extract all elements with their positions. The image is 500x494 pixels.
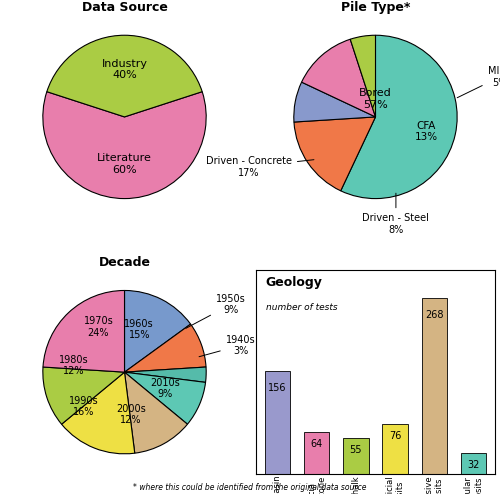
Bar <box>460 453 486 474</box>
Bar <box>304 432 330 474</box>
Wedge shape <box>43 290 124 372</box>
Title: Decade: Decade <box>98 256 150 269</box>
Text: 268: 268 <box>425 310 444 320</box>
Text: 32: 32 <box>468 460 479 470</box>
Text: Driven - Concrete
17%: Driven - Concrete 17% <box>206 156 314 178</box>
Text: 1990s
16%: 1990s 16% <box>69 396 98 417</box>
Wedge shape <box>43 367 124 424</box>
Text: 76: 76 <box>389 431 402 441</box>
Text: 156: 156 <box>268 383 287 393</box>
Title: Pile Type*: Pile Type* <box>341 0 410 14</box>
Text: number of tests: number of tests <box>266 303 337 312</box>
Text: 55: 55 <box>350 445 362 454</box>
Wedge shape <box>294 82 376 122</box>
Text: Literature
60%: Literature 60% <box>97 154 152 175</box>
Text: CFA
13%: CFA 13% <box>414 121 438 142</box>
Text: 1940s
3%: 1940s 3% <box>199 334 256 357</box>
Text: 1980s
12%: 1980s 12% <box>59 355 88 376</box>
Wedge shape <box>124 290 190 372</box>
Wedge shape <box>124 324 206 372</box>
Wedge shape <box>47 35 202 117</box>
Text: MISC
5%: MISC 5% <box>457 66 500 98</box>
Wedge shape <box>350 35 376 117</box>
Wedge shape <box>62 372 134 454</box>
Text: 2000s
12%: 2000s 12% <box>116 404 146 425</box>
Text: 1950s
9%: 1950s 9% <box>186 294 246 329</box>
Wedge shape <box>340 35 457 199</box>
Bar <box>343 438 368 474</box>
Bar <box>422 298 447 474</box>
Wedge shape <box>124 372 188 453</box>
Text: Industry
40%: Industry 40% <box>102 59 148 81</box>
Text: Driven - Steel
8%: Driven - Steel 8% <box>362 193 430 235</box>
Text: 2010s
9%: 2010s 9% <box>150 378 180 399</box>
Bar <box>265 371 290 474</box>
Wedge shape <box>124 372 206 424</box>
Bar <box>382 424 408 474</box>
Text: 1960s
15%: 1960s 15% <box>124 319 154 340</box>
Text: Geology: Geology <box>266 276 322 289</box>
Text: Bored
57%: Bored 57% <box>359 88 392 110</box>
Title: Data Source: Data Source <box>82 0 168 14</box>
Text: 64: 64 <box>310 439 323 449</box>
Wedge shape <box>124 367 206 382</box>
Wedge shape <box>294 117 376 191</box>
Text: 1970s
24%: 1970s 24% <box>84 317 114 338</box>
Wedge shape <box>43 92 206 199</box>
Wedge shape <box>302 39 376 117</box>
Text: * where this could be identified from the original data source: * where this could be identified from th… <box>133 483 367 492</box>
